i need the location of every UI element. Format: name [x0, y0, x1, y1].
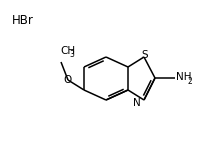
Text: S: S [142, 50, 148, 60]
Text: N: N [133, 98, 141, 108]
Text: NH: NH [176, 72, 191, 82]
Text: CH: CH [60, 46, 75, 56]
Text: 2: 2 [188, 77, 193, 85]
Text: HBr: HBr [12, 14, 34, 27]
Text: 3: 3 [69, 50, 74, 59]
Text: O: O [64, 75, 72, 85]
